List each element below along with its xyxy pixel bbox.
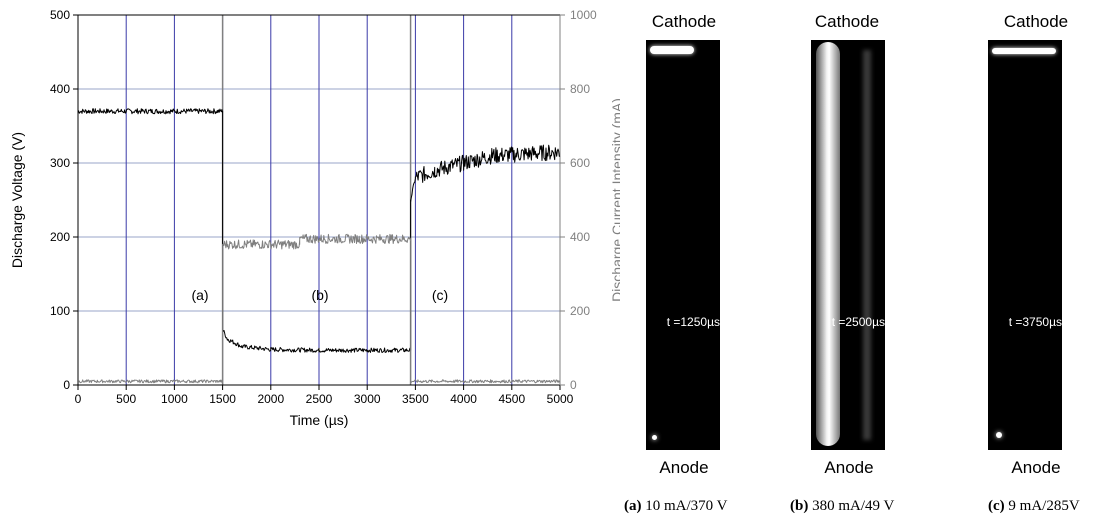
panel-b-wall-reflection: [863, 50, 871, 440]
panel-c-top-label: Cathode: [1003, 12, 1069, 31]
y-tick-label: 100: [50, 304, 70, 318]
x-tick-label: 1000: [161, 392, 188, 406]
x-tick-label: 3500: [402, 392, 429, 406]
panel-c-caption: (c) 9 mA/285V: [988, 498, 1080, 514]
panel-c-tube-image: t =3750µs: [988, 40, 1062, 450]
panel-a-top-label: Cathode: [651, 12, 717, 31]
y2-tick-label: 1000: [570, 8, 597, 22]
y2-tick-label: 400: [570, 230, 590, 244]
y2-axis-label: Discharge Current Intensity (mA): [609, 98, 620, 302]
panel-a-caption: (a) 10 mA/370 V: [624, 498, 728, 514]
panel-a-anode-spot: [652, 435, 657, 440]
y-tick-label: 200: [50, 230, 70, 244]
panel-c-bottom-label: Anode: [1011, 458, 1061, 477]
panel-b-tube-image: t =2500µs: [811, 40, 885, 450]
panel-a-cathode-glow: [650, 46, 694, 54]
y-tick-label: 0: [63, 378, 70, 392]
phase-annotation: (b): [311, 287, 328, 303]
x-tick-label: 2500: [306, 392, 333, 406]
panel-b-column-glow: [816, 42, 840, 446]
discharge-chart: 0 500 1000 1500 2000 2500 3000 3500 4000 4500 5000…: [9, 8, 620, 428]
panel-c-anode-spot: [996, 432, 1002, 438]
x-tick-label: 2000: [257, 392, 284, 406]
y2-tick-label: 600: [570, 156, 590, 170]
x-axis-label: Time (µs): [290, 412, 349, 428]
panel-a-bottom-label: Anode: [659, 458, 709, 477]
x-tick-label: 500: [116, 392, 136, 406]
panel-c-cathode-glow: [992, 48, 1056, 54]
x-tick-label: 4000: [450, 392, 477, 406]
panel-b-caption: (b) 380 mA/49 V: [790, 498, 895, 514]
voltage-series-line: [77, 108, 561, 353]
panel-a-tube-image: t =1250µs: [646, 40, 720, 450]
y-axis-label: Discharge Voltage (V): [9, 132, 25, 268]
y-tick-label: 300: [50, 156, 70, 170]
y-tick-label: 500: [50, 8, 70, 22]
y-tick-label: 400: [50, 82, 70, 96]
y2-tick-label: 800: [570, 82, 590, 96]
phase-annotation: (c): [432, 287, 448, 303]
current-series-line: [77, 233, 561, 384]
x-tick-label: 0: [75, 392, 82, 406]
y2-tick-label: 200: [570, 304, 590, 318]
x-tick-label: 4500: [498, 392, 525, 406]
panel-a-time-label: t =1250µs: [666, 315, 720, 329]
panel-b-bottom-label: Anode: [824, 458, 874, 477]
y2-tick-label: 0: [570, 378, 577, 392]
phase-annotation: (a): [191, 287, 208, 303]
panel-c-time-label: t =3750µs: [1008, 315, 1062, 329]
panel-b-time-label: t =2500µs: [831, 315, 885, 329]
x-tick-label: 3000: [354, 392, 381, 406]
panel-b-top-label: Cathode: [814, 12, 880, 31]
x-tick-label: 1500: [209, 392, 236, 406]
x-tick-label: 5000: [547, 392, 574, 406]
